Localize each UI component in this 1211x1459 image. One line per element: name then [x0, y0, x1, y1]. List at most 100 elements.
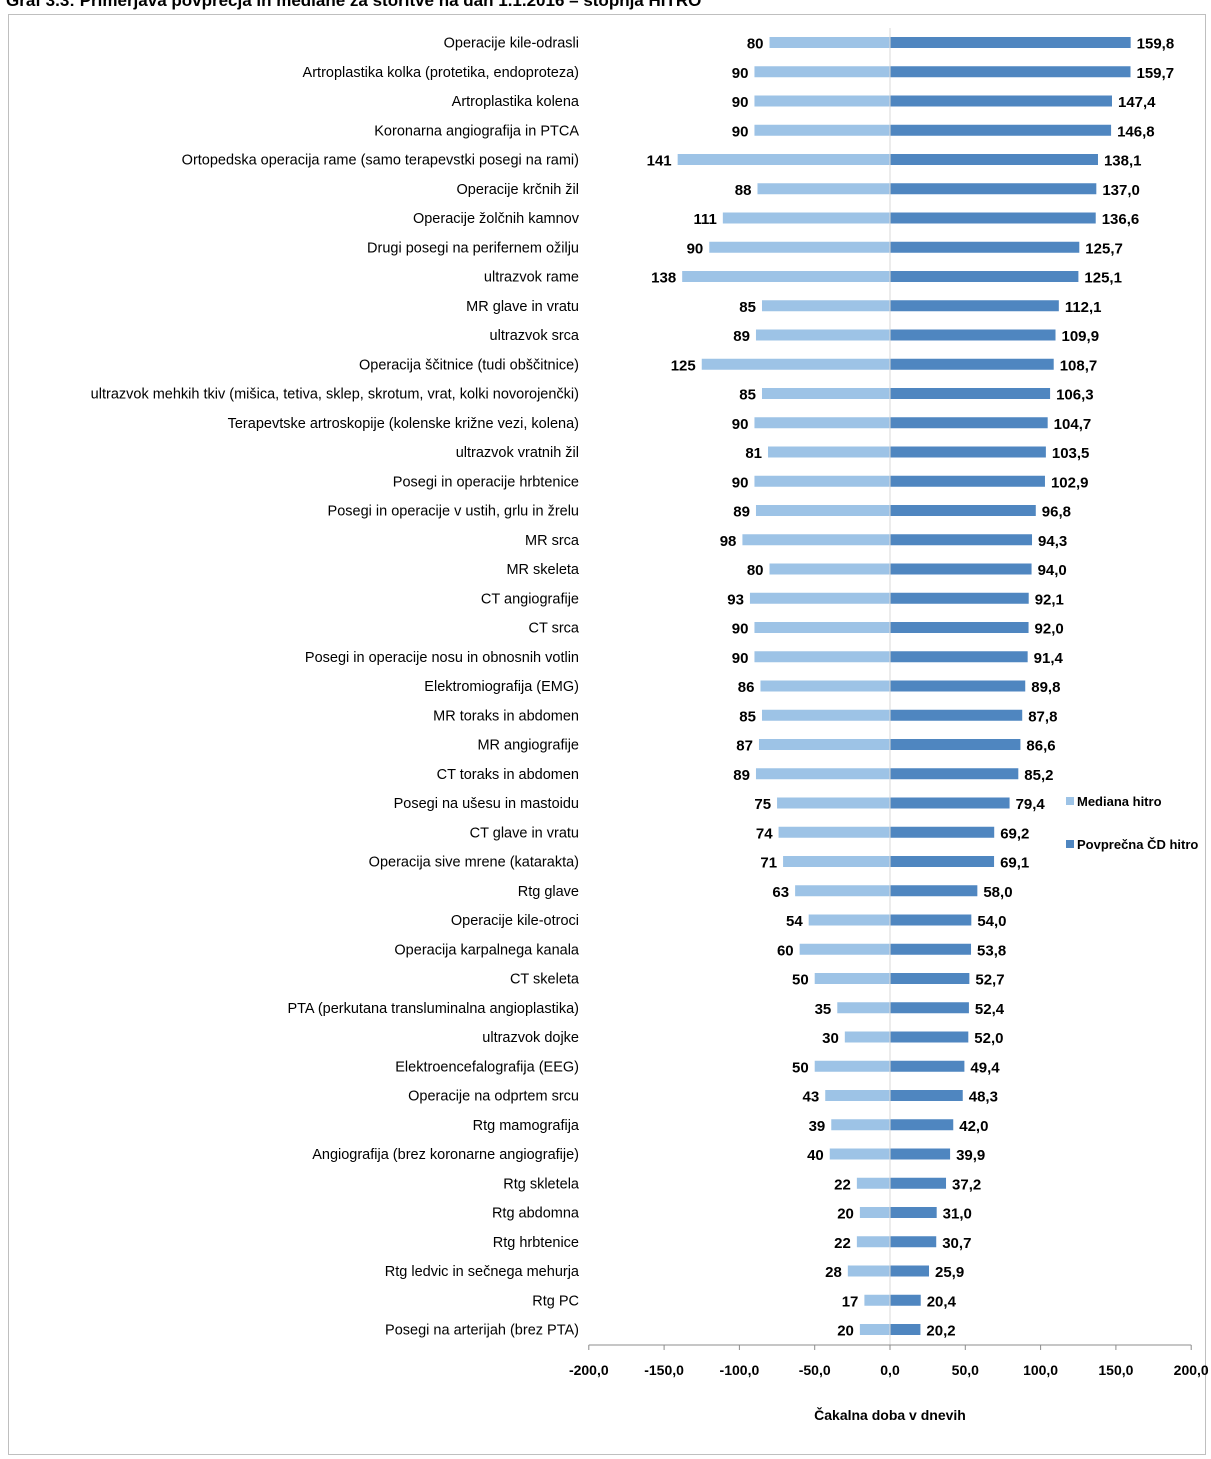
data-label-average: 52,7: [975, 972, 1004, 989]
data-label-median: 93: [727, 591, 744, 608]
bar-average: [890, 1002, 969, 1014]
category-label: Posegi in operacije nosu in obnosnih vot…: [305, 650, 579, 666]
data-label-average: 96,8: [1042, 504, 1071, 521]
data-label-average: 94,3: [1038, 533, 1067, 550]
bar-median: [799, 943, 890, 955]
bar-median: [814, 1060, 890, 1072]
data-label-median: 90: [732, 123, 749, 140]
data-label-average: 136,6: [1102, 211, 1140, 228]
x-tick-label: -50,0: [799, 1362, 831, 1378]
data-label-average: 49,4: [970, 1059, 1000, 1076]
data-label-average: 53,8: [977, 942, 1006, 959]
data-label-median: 22: [834, 1235, 851, 1252]
data-label-average: 37,2: [952, 1176, 981, 1193]
data-label-median: 80: [747, 36, 764, 53]
category-label: Posegi na arterijah (brez PTA): [385, 1323, 579, 1339]
data-label-median: 74: [756, 825, 773, 842]
bar-median: [761, 709, 890, 721]
data-label-median: 90: [732, 416, 749, 433]
bar-average: [890, 885, 978, 897]
bar-average: [890, 1119, 954, 1131]
bar-median: [768, 446, 890, 458]
bar-average: [890, 1265, 930, 1277]
data-label-average: 69,2: [1000, 825, 1029, 842]
bar-median: [754, 124, 890, 136]
bar-average: [890, 388, 1051, 399]
data-label-median: 90: [732, 94, 749, 111]
data-label-average: 92,0: [1035, 621, 1064, 638]
x-tick-label: 200,0: [1174, 1362, 1209, 1378]
bar-median: [844, 1031, 890, 1043]
bar-average: [890, 856, 995, 867]
data-label-median: 90: [687, 240, 704, 257]
category-label: Rtg PC: [532, 1293, 579, 1309]
data-label-average: 85,2: [1024, 767, 1053, 784]
bar-median: [847, 1265, 890, 1277]
bar-median: [749, 592, 890, 604]
data-label-average: 106,3: [1056, 387, 1094, 404]
category-label: Rtg hrbtenice: [493, 1235, 579, 1251]
bar-median: [677, 154, 890, 165]
data-label-average: 94,0: [1038, 562, 1067, 579]
bar-median: [757, 183, 890, 195]
bar-average: [890, 826, 995, 838]
category-label: Posegi na ušesu in mastoidu: [394, 796, 579, 812]
bar-average: [890, 183, 1097, 195]
x-tick-label: -100,0: [720, 1362, 760, 1378]
data-label-average: 125,1: [1084, 270, 1122, 287]
bar-median: [856, 1177, 890, 1189]
bar-median: [754, 651, 890, 663]
data-label-median: 89: [733, 767, 750, 784]
bar-average: [890, 534, 1033, 546]
data-label-average: 86,6: [1026, 738, 1055, 755]
data-label-median: 20: [837, 1206, 854, 1223]
data-label-median: 141: [647, 153, 672, 170]
data-label-average: 20,4: [927, 1293, 957, 1310]
x-tick-label: 0,0: [880, 1362, 900, 1378]
bar-median: [701, 358, 890, 370]
data-label-median: 90: [732, 474, 749, 491]
bar-average: [890, 709, 1023, 721]
bar-average: [890, 680, 1026, 692]
bar-average: [890, 271, 1079, 282]
data-label-average: 42,0: [959, 1118, 988, 1135]
data-label-average: 159,8: [1137, 36, 1175, 53]
legend-label-average: Povprečna ČD hitro: [1077, 837, 1198, 852]
bar-median: [856, 1236, 890, 1248]
data-label-average: 102,9: [1051, 474, 1089, 491]
category-label: Angiografija (brez koronarne angiografij…: [312, 1147, 579, 1163]
legend-swatch-median: [1066, 797, 1074, 805]
data-label-median: 88: [735, 182, 752, 199]
bar-median: [742, 534, 890, 546]
data-label-average: 79,4: [1016, 796, 1046, 813]
category-label: Operacije kile-odrasli: [444, 36, 579, 52]
bar-median: [754, 475, 890, 487]
data-label-median: 85: [739, 387, 756, 404]
bar-average: [890, 154, 1098, 165]
data-label-average: 103,5: [1052, 445, 1090, 462]
data-label-average: 146,8: [1117, 123, 1155, 140]
bar-median: [814, 973, 890, 984]
data-label-average: 137,0: [1102, 182, 1140, 199]
category-label: PTA (perkutana transluminalna angioplast…: [287, 1001, 579, 1017]
bar-median: [754, 417, 890, 429]
legend: Mediana hitro Povprečna ČD hitro: [1066, 794, 1198, 852]
data-label-median: 75: [754, 796, 771, 813]
bar-average: [890, 329, 1056, 341]
data-label-median: 30: [822, 1030, 839, 1047]
data-label-average: 48,3: [969, 1089, 998, 1106]
data-label-average: 108,7: [1060, 357, 1098, 374]
bar-average: [890, 1148, 951, 1160]
category-label: CT srca: [529, 621, 580, 637]
data-label-average: 89,8: [1031, 679, 1060, 696]
bar-average: [890, 739, 1021, 750]
category-label: MR glave in vratu: [466, 299, 579, 315]
bar-average: [890, 768, 1019, 780]
bar-average: [890, 943, 972, 955]
category-label: MR srca: [525, 533, 580, 549]
bar-average: [890, 1060, 965, 1072]
chart-title: Graf 3.3: Primerjava povprečja in median…: [6, 0, 702, 10]
data-label-average: 92,1: [1035, 591, 1064, 608]
bar-median: [769, 37, 890, 48]
